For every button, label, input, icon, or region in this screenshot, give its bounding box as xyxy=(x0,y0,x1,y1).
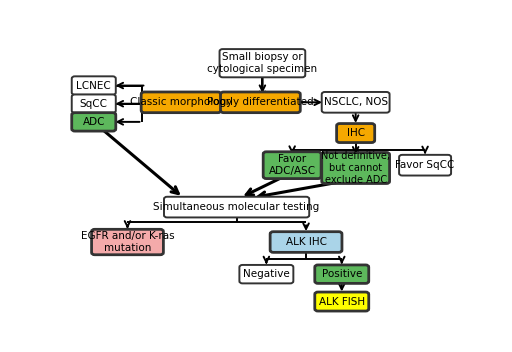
FancyBboxPatch shape xyxy=(72,94,116,113)
Text: Positive: Positive xyxy=(322,269,362,279)
FancyBboxPatch shape xyxy=(164,197,309,218)
FancyBboxPatch shape xyxy=(240,265,293,283)
FancyBboxPatch shape xyxy=(220,49,305,77)
Text: IHC: IHC xyxy=(347,128,365,138)
Text: ALK FISH: ALK FISH xyxy=(318,296,365,307)
FancyBboxPatch shape xyxy=(399,155,451,176)
FancyBboxPatch shape xyxy=(322,152,390,183)
FancyBboxPatch shape xyxy=(263,152,321,178)
FancyBboxPatch shape xyxy=(72,76,116,95)
Text: ADC: ADC xyxy=(82,117,105,127)
FancyBboxPatch shape xyxy=(141,92,221,113)
Text: Not definitive,
but cannot
exclude ADC: Not definitive, but cannot exclude ADC xyxy=(321,151,390,184)
Text: Poorly differentiated: Poorly differentiated xyxy=(207,97,314,107)
Text: NSCLC, NOS: NSCLC, NOS xyxy=(324,97,388,107)
Text: SqCC: SqCC xyxy=(80,99,108,109)
Text: Favor
ADC/ASC: Favor ADC/ASC xyxy=(269,155,316,176)
Text: EGFR and/or K-ras
mutation: EGFR and/or K-ras mutation xyxy=(81,231,174,253)
Text: Negative: Negative xyxy=(243,269,290,279)
Text: Favor SqCC: Favor SqCC xyxy=(395,160,455,170)
Text: Simultaneous molecular testing: Simultaneous molecular testing xyxy=(154,202,319,212)
FancyBboxPatch shape xyxy=(315,292,369,311)
FancyBboxPatch shape xyxy=(221,92,301,113)
FancyBboxPatch shape xyxy=(72,113,116,131)
Text: ALK IHC: ALK IHC xyxy=(286,237,327,247)
FancyBboxPatch shape xyxy=(92,229,163,255)
FancyBboxPatch shape xyxy=(270,232,342,252)
Text: LCNEC: LCNEC xyxy=(76,81,111,90)
FancyBboxPatch shape xyxy=(336,124,375,143)
FancyBboxPatch shape xyxy=(322,92,390,113)
Text: Small biopsy or
cytological specimen: Small biopsy or cytological specimen xyxy=(207,52,317,74)
FancyBboxPatch shape xyxy=(315,265,369,283)
Text: Classic morphology: Classic morphology xyxy=(130,97,232,107)
